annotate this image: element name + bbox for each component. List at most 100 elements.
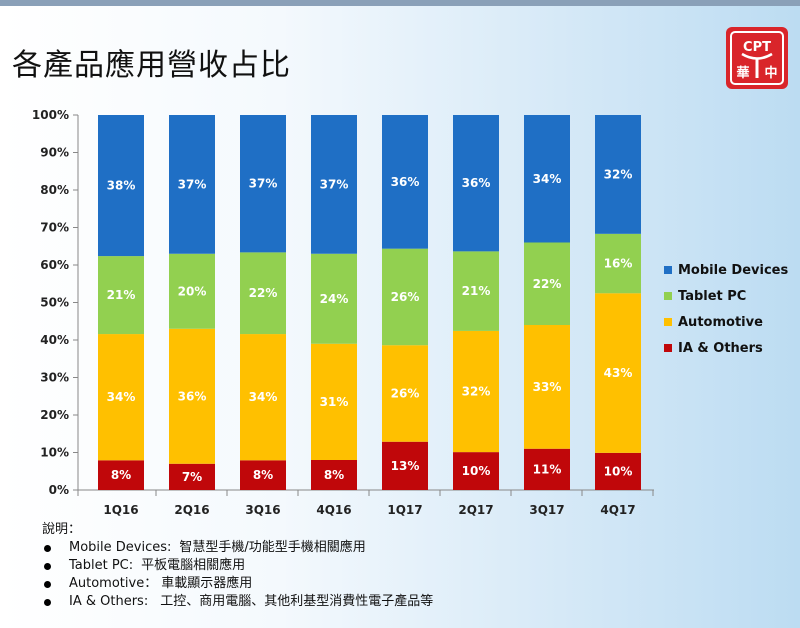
bar-segment <box>382 441 428 490</box>
data-label: 36% <box>462 176 491 190</box>
bar-segment <box>524 115 570 243</box>
bullet-icon <box>44 580 51 588</box>
notes-section: 說明： Mobile Devices: 智慧型手機/功能型手機相關應用 Tabl… <box>42 521 433 611</box>
data-label: 37% <box>249 177 278 191</box>
data-label: 37% <box>320 177 349 191</box>
y-tick-label: 40% <box>40 333 69 347</box>
bar-segment <box>382 115 428 249</box>
data-label: 22% <box>249 286 278 300</box>
bar-segment <box>169 328 215 464</box>
data-label: 34% <box>249 390 278 404</box>
data-label: 31% <box>320 395 349 409</box>
data-label: 20% <box>178 284 207 298</box>
bar-segment <box>169 253 215 329</box>
note-desc: 平板電腦相關應用 <box>141 558 246 573</box>
data-label: 26% <box>391 290 420 304</box>
data-label: 8% <box>324 468 344 482</box>
data-label: 38% <box>107 179 136 193</box>
bar-segment <box>169 463 215 490</box>
data-label: 11% <box>533 462 562 476</box>
y-tick-label: 10% <box>40 446 69 460</box>
x-tick-label: 2Q17 <box>458 503 493 517</box>
legend-swatch <box>664 266 672 274</box>
logo-right-char: 中 <box>764 65 777 81</box>
bar-segment <box>98 256 144 335</box>
note-term: Automotive： <box>69 576 158 591</box>
data-label: 7% <box>182 470 202 484</box>
data-label: 37% <box>178 177 207 191</box>
data-label: 34% <box>533 172 562 186</box>
data-label: 10% <box>604 464 633 478</box>
note-desc: 車載顯示器應用 <box>161 576 253 591</box>
bullet-icon <box>44 562 51 570</box>
bar-segment <box>311 115 357 254</box>
bar-segment <box>240 115 286 253</box>
x-tick-label: 4Q16 <box>316 503 351 517</box>
y-tick-label: 100% <box>32 108 69 122</box>
top-band <box>0 0 800 6</box>
bar-segment <box>524 325 570 449</box>
data-label: 10% <box>462 464 491 478</box>
bar-segment <box>240 252 286 335</box>
bar-segment <box>524 242 570 325</box>
logo-left-char: 華 <box>736 65 749 81</box>
bullet-icon <box>44 544 51 552</box>
note-term: IA & Others: <box>69 594 149 609</box>
note-term: Mobile Devices: <box>69 540 172 555</box>
note-item: Automotive： 車載顯示器應用 <box>42 575 433 593</box>
data-label: 24% <box>320 292 349 306</box>
data-label: 43% <box>604 366 633 380</box>
data-label: 13% <box>391 459 420 473</box>
legend-swatch <box>664 344 672 352</box>
bar-segment <box>595 452 641 490</box>
y-tick-label: 50% <box>40 296 69 310</box>
y-tick-label: 0% <box>49 483 69 497</box>
legend-label: Automotive <box>678 315 763 330</box>
legend-swatch <box>664 292 672 300</box>
y-tick-label: 60% <box>40 258 69 272</box>
data-label: 32% <box>462 385 491 399</box>
note-item: Mobile Devices: 智慧型手機/功能型手機相關應用 <box>42 539 433 557</box>
y-tick-label: 80% <box>40 183 69 197</box>
note-desc: 工控、商用電腦、其他利基型消費性電子產品等 <box>160 594 434 609</box>
data-label: 33% <box>533 380 562 394</box>
page-title: 各產品應用營收占比 <box>12 48 291 83</box>
data-label: 32% <box>604 167 633 181</box>
bar-segment <box>311 343 357 460</box>
x-tick-label: 1Q16 <box>103 503 138 517</box>
data-label: 21% <box>462 284 491 298</box>
bar-segment <box>453 330 499 453</box>
note-desc: 智慧型手機/功能型手機相關應用 <box>179 540 366 555</box>
bar-segment <box>453 251 499 331</box>
note-item: Tablet PC: 平板電腦相關應用 <box>42 557 433 575</box>
bar-segment <box>524 448 570 490</box>
legend-label: IA & Others <box>678 341 763 356</box>
legend-swatch <box>664 318 672 326</box>
notes-heading: 說明： <box>42 522 82 537</box>
data-label: 34% <box>107 390 136 404</box>
note-item: IA & Others: 工控、商用電腦、其他利基型消費性電子產品等 <box>42 593 433 611</box>
bar-segment <box>382 345 428 442</box>
bar-segment <box>240 460 286 490</box>
x-tick-label: 2Q16 <box>174 503 209 517</box>
company-logo: CPT 華 中 <box>726 27 788 89</box>
bullet-icon <box>44 598 51 606</box>
y-tick-label: 90% <box>40 146 69 160</box>
data-label: 36% <box>178 389 207 403</box>
data-label: 8% <box>253 468 273 482</box>
bar-segment <box>169 115 215 254</box>
note-term: Tablet PC: <box>69 558 134 573</box>
data-label: 26% <box>391 386 420 400</box>
data-label: 16% <box>604 257 633 271</box>
bar-segment <box>311 253 357 344</box>
bar-segment <box>98 334 144 461</box>
bar-segment <box>240 334 286 461</box>
y-tick-label: 70% <box>40 221 69 235</box>
bar-segment <box>382 248 428 346</box>
bar-segment <box>98 460 144 490</box>
data-label: 21% <box>107 288 136 302</box>
data-label: 8% <box>111 468 131 482</box>
legend-label: Tablet PC <box>678 289 746 304</box>
x-tick-label: 1Q17 <box>387 503 422 517</box>
